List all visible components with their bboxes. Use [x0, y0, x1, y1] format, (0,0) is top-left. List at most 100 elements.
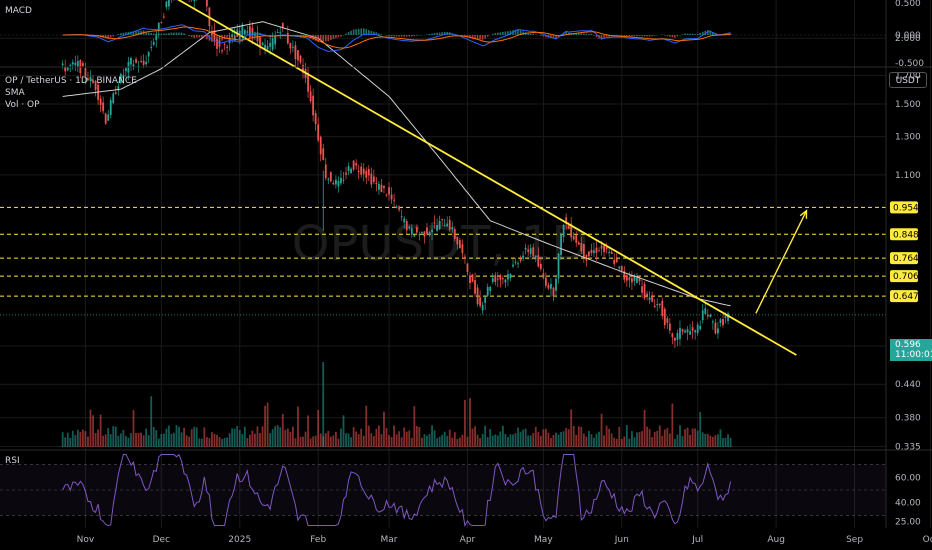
- price-tick-label: 1.500: [895, 100, 921, 110]
- volume-bar: [137, 432, 140, 447]
- volume-bar: [620, 438, 623, 447]
- volume-bar: [82, 429, 84, 447]
- volume-bar: [218, 437, 221, 447]
- candle-body: [684, 330, 686, 333]
- volume-bar: [340, 428, 342, 447]
- time-axis[interactable]: Nov Dec 2025 Feb Mar Apr May Jun Jul Aug Sep Oct: [77, 535, 932, 545]
- macd-histogram-bar: [476, 35, 479, 40]
- macd-histogram-bar: [165, 33, 168, 35]
- volume-bar: [66, 432, 69, 447]
- macd-histogram-bar: [701, 31, 704, 35]
- macd-histogram-bar: [507, 31, 509, 35]
- volume-bar: [418, 426, 421, 447]
- candle-body: [509, 274, 512, 279]
- macd-histogram-bar: [626, 35, 628, 37]
- volume-bar: [431, 425, 433, 447]
- candle-body: [501, 278, 504, 280]
- candle-body: [433, 222, 436, 224]
- volume-bar: [99, 414, 102, 447]
- candle-body: [646, 293, 648, 296]
- sma-indicator-label[interactable]: SMA: [5, 88, 25, 98]
- macd-histogram-bar: [233, 35, 236, 37]
- macd-histogram-bar: [370, 30, 373, 35]
- volume-bar: [314, 435, 317, 447]
- candle-body: [398, 206, 401, 210]
- volume-bar: [474, 426, 476, 447]
- candle-body: [375, 182, 378, 185]
- bar-countdown: 11:00:01: [895, 350, 932, 360]
- volume-bar: [276, 425, 279, 447]
- rsi-label: RSI: [5, 456, 20, 466]
- macd-histogram-bar: [362, 28, 365, 35]
- macd-histogram-bar: [416, 35, 418, 36]
- candle-body: [117, 86, 120, 91]
- macd-histogram-bar: [514, 29, 517, 35]
- volume-bar: [69, 437, 72, 447]
- candle-body: [527, 249, 530, 252]
- projection-arrow-head: [799, 209, 808, 219]
- macd-histogram-bar: [580, 33, 583, 35]
- candle-body: [605, 246, 608, 250]
- macd-histogram-bar: [441, 32, 443, 35]
- macd-histogram-bar: [125, 32, 127, 35]
- macd-histogram-bar: [699, 32, 702, 35]
- volume-bar: [205, 436, 208, 447]
- macd-tick-label: 0.000: [895, 31, 921, 41]
- volume-bar: [631, 431, 633, 447]
- volume-bar: [593, 437, 595, 447]
- candle-body: [679, 327, 681, 339]
- macd-histogram-bar: [188, 35, 190, 36]
- projection-arrow[interactable]: [755, 209, 808, 314]
- macd-histogram-bar: [499, 32, 502, 35]
- macd-histogram-bar: [299, 35, 302, 36]
- candle-body: [160, 22, 163, 24]
- macd-histogram-bar: [228, 35, 231, 37]
- volume-bar: [274, 426, 277, 447]
- descending-trendline[interactable]: [141, 0, 797, 356]
- support-resistance-levels[interactable]: 0.954 0.848 0.764 0.706 0.647: [0, 201, 919, 316]
- macd-histogram-bar: [588, 34, 590, 35]
- candle-body: [216, 39, 218, 49]
- volume-indicator-label[interactable]: Vol · OP: [5, 100, 40, 110]
- candle-body: [476, 287, 479, 305]
- volume-bar: [557, 434, 560, 447]
- volume-bar: [79, 432, 82, 447]
- candle-body: [598, 250, 600, 252]
- candle-body: [421, 232, 423, 234]
- macd-histogram-bar: [135, 31, 137, 35]
- macd-histogram-bar: [309, 35, 312, 39]
- candle-body: [279, 32, 282, 34]
- macd-histogram-bar: [583, 33, 585, 35]
- macd-histogram-bar: [552, 35, 555, 39]
- macd-tick-label: 0.500: [895, 0, 921, 9]
- macd-histogram-bar: [201, 35, 203, 38]
- volume-bar: [512, 434, 514, 447]
- candle-body: [575, 235, 578, 243]
- level-badge-label: 0.647: [893, 292, 919, 302]
- level-badge: [890, 290, 918, 303]
- volume-bar: [691, 428, 694, 447]
- candle-body: [628, 277, 631, 280]
- volume-bar: [241, 433, 244, 447]
- macd-histogram-bar: [689, 33, 691, 35]
- candle-body: [145, 61, 148, 65]
- candle-body: [461, 244, 464, 254]
- volume-bar: [453, 432, 456, 447]
- candle-body: [610, 251, 613, 254]
- macd-histogram-bar: [595, 35, 598, 38]
- candle-body: [165, 1, 168, 8]
- volume-bar: [694, 428, 697, 447]
- macd-histogram-bar: [529, 33, 532, 35]
- volume-bar: [656, 430, 659, 447]
- candle-body: [481, 304, 484, 311]
- volume-bar: [231, 428, 234, 447]
- price-tick-label: 0.440: [895, 380, 921, 390]
- candle-body: [653, 305, 656, 308]
- volume-bar: [286, 428, 289, 447]
- volume-bar: [378, 425, 380, 447]
- candle-body: [722, 319, 724, 326]
- candle-body: [681, 329, 684, 332]
- currency-badge[interactable]: USDT: [889, 72, 927, 88]
- candle-body: [261, 42, 264, 46]
